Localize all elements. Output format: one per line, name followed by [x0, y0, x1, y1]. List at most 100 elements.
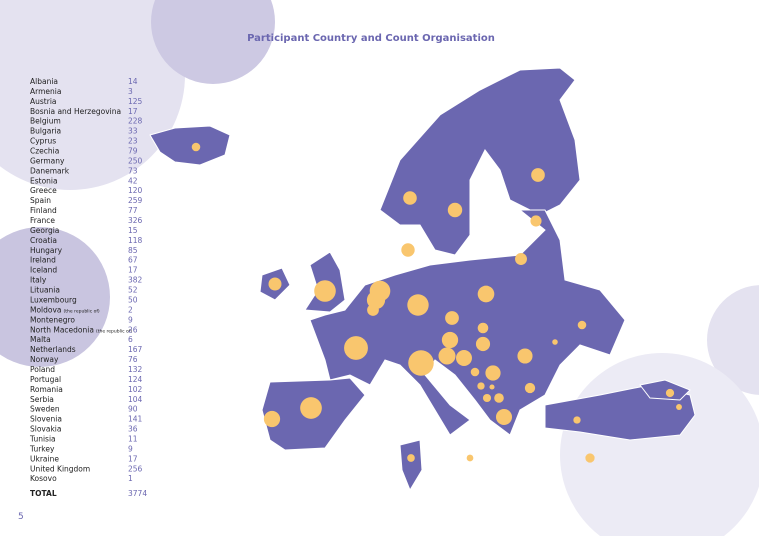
country-name: United Kingdom [30, 464, 90, 473]
country-count: 326 [128, 216, 143, 225]
count-bubble [191, 142, 201, 152]
count-bubble [344, 336, 368, 360]
country-name: North Macedonia [30, 325, 94, 334]
deco-circle [707, 285, 759, 395]
deco-circle [151, 0, 275, 84]
country-count: 79 [128, 147, 138, 156]
country-name: Norway [30, 355, 59, 364]
count-bubble [577, 320, 587, 330]
title: Participant Country and Count Organisati… [247, 33, 495, 44]
count-bubble [531, 168, 545, 182]
count-bubble [676, 404, 682, 410]
country-count: 26 [128, 325, 138, 334]
country-count: 67 [128, 256, 138, 265]
country-count: 6 [128, 335, 133, 344]
count-bubble [401, 243, 415, 257]
country-count: 382 [128, 276, 143, 285]
country-count: 250 [128, 156, 143, 165]
count-bubble [300, 397, 322, 419]
country-count: 9 [128, 315, 133, 324]
deco-circle [0, 227, 110, 367]
country-count: 17 [128, 454, 138, 463]
country-count: 259 [128, 196, 143, 205]
country-count: 1 [128, 474, 133, 483]
country-count: 228 [128, 117, 143, 126]
count-bubble [408, 350, 434, 376]
count-bubble [407, 454, 415, 462]
country-name: Czechia [30, 147, 59, 156]
country-name: Georgia [30, 226, 59, 235]
country-name: Netherlands [30, 345, 76, 354]
country-name: Slovenia [30, 415, 62, 424]
country-count: 17 [128, 266, 138, 275]
count-bubble [407, 294, 429, 316]
country-count: 76 [128, 355, 138, 364]
country-count: 3 [128, 87, 133, 96]
count-bubble [517, 348, 533, 364]
count-bubble [475, 336, 491, 352]
deco-circle [560, 353, 759, 536]
country-name: France [30, 216, 55, 225]
count-bubble [268, 277, 282, 291]
country-name: Greece [30, 186, 57, 195]
europe-map [149, 67, 696, 492]
country-name: Luxembourg [30, 295, 77, 304]
country-count: 17 [128, 107, 138, 116]
country-name: Hungary [30, 246, 63, 255]
count-bubble [441, 331, 459, 349]
count-bubble [366, 290, 386, 310]
country-count: 73 [128, 166, 138, 175]
country-name: Slovakia [30, 425, 62, 434]
country-count: 52 [128, 286, 138, 295]
country-name: Romania [30, 385, 63, 394]
country-count: 14 [128, 77, 138, 86]
country-name: Ireland [30, 256, 56, 265]
country-name: Lituania [30, 286, 60, 295]
country-name: Moldova [30, 305, 62, 314]
country-name: Belgium [30, 117, 61, 126]
country-count: 120 [128, 186, 143, 195]
count-bubble [524, 382, 536, 394]
count-bubble [489, 384, 495, 390]
country-count: 2 [128, 305, 133, 314]
count-bubble [466, 454, 474, 462]
country-count: 23 [128, 137, 138, 146]
country-name: Italy [30, 276, 47, 285]
count-bubble [494, 393, 504, 403]
count-bubble [485, 365, 501, 381]
country-count: 167 [128, 345, 143, 354]
total-value: 3774 [128, 489, 147, 498]
country-name: Ukraine [30, 454, 59, 463]
country-name: Danemark [30, 166, 70, 175]
country-count: 90 [128, 405, 138, 414]
country-count: 141 [128, 415, 143, 424]
count-bubble [438, 347, 456, 365]
country-count: 33 [128, 127, 138, 136]
country-name: Serbia [30, 395, 54, 404]
country-count: 124 [128, 375, 143, 384]
count-bubble [477, 285, 495, 303]
country-count: 132 [128, 365, 143, 374]
country-count: 42 [128, 176, 138, 185]
country-name: Bosnia and Herzegovina [30, 107, 121, 116]
country-count: 118 [128, 236, 143, 245]
count-bubble [552, 339, 558, 345]
country-count: 11 [128, 434, 138, 443]
country-count: 104 [128, 395, 143, 404]
country-count: 50 [128, 295, 138, 304]
count-bubble [456, 350, 472, 366]
count-bubble [447, 202, 463, 218]
country-name: Turkey [29, 444, 55, 453]
country-name: Portugal [30, 375, 61, 384]
country-name: Sweden [30, 405, 60, 414]
country-name: Spain [30, 196, 51, 205]
country-name: Estonia [30, 176, 58, 185]
count-bubble [515, 253, 527, 265]
country-count: 85 [128, 246, 138, 255]
country-count: 256 [128, 464, 143, 473]
deco-circle [0, 0, 185, 190]
country-count: 102 [128, 385, 143, 394]
count-bubble [470, 367, 480, 377]
country-name: Germany [30, 156, 65, 165]
country-name: Albania [30, 77, 58, 86]
